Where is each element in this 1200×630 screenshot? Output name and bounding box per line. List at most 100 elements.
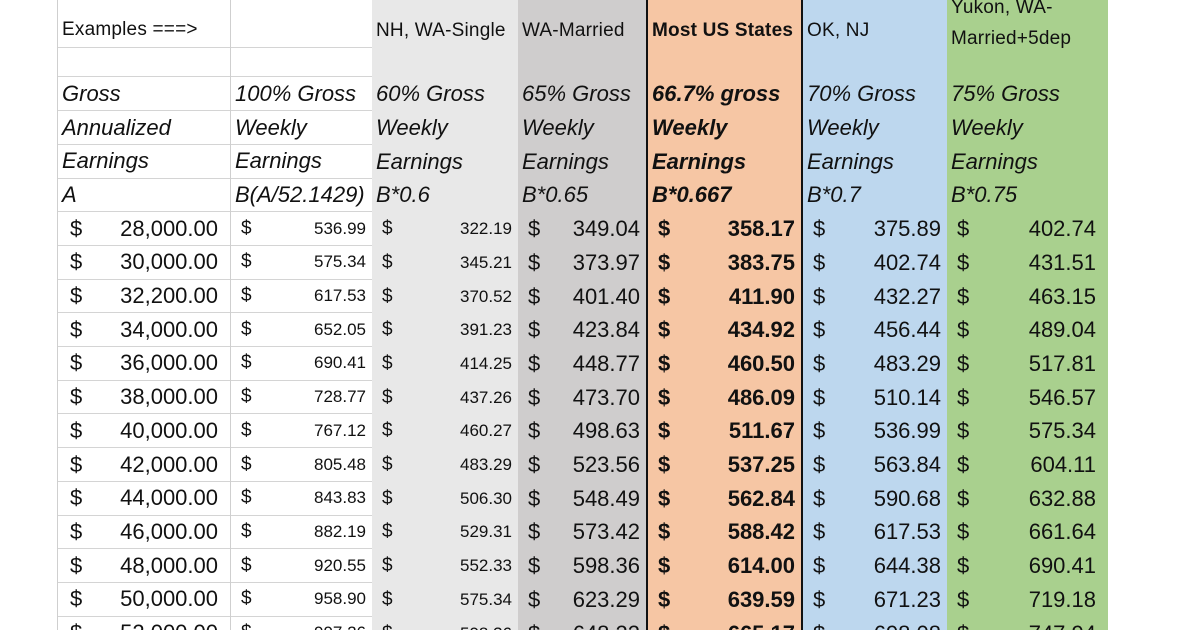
header-cell: 60% Gross <box>376 81 485 107</box>
column-f: OK, NJ 70% Gross Weekly Earnings B*0.7 $375.8… <box>803 0 947 630</box>
value-cell: $563.84 <box>803 448 947 482</box>
currency-symbol: $ <box>813 621 825 630</box>
amount: 529.31 <box>460 522 512 542</box>
value-cell: $460.50 <box>648 347 801 381</box>
currency-symbol: $ <box>70 249 83 275</box>
currency-symbol: $ <box>957 519 970 545</box>
amount: 511.67 <box>728 418 795 444</box>
amount: 402.74 <box>873 249 941 275</box>
amount: 463.15 <box>1028 283 1096 309</box>
currency-symbol: $ <box>528 452 541 478</box>
amount: 456.44 <box>873 317 941 343</box>
amount: 920.55 <box>314 555 366 575</box>
value-cell: $401.40 <box>518 280 646 314</box>
value-cell: $614.00 <box>648 549 801 583</box>
amount: 537.25 <box>727 452 795 478</box>
currency-symbol: $ <box>241 622 252 630</box>
amount: 437.26 <box>460 387 512 407</box>
currency-symbol: $ <box>528 621 540 630</box>
amount: 563.84 <box>873 452 941 478</box>
value-cell: $50,000.00 <box>58 583 230 617</box>
currency-symbol: $ <box>241 588 252 610</box>
currency-symbol: $ <box>658 283 671 309</box>
currency-symbol: $ <box>957 621 969 630</box>
amount: 448.77 <box>572 350 640 376</box>
amount: 598.36 <box>460 624 512 630</box>
value-cell: $536.99 <box>803 415 947 449</box>
amount: 322.19 <box>460 219 512 239</box>
value-cell: $432.27 <box>803 280 947 314</box>
currency-symbol: $ <box>382 218 393 240</box>
amount: 690.41 <box>314 353 366 373</box>
amount: 32,200.00 <box>120 283 218 309</box>
amount: 617.53 <box>873 519 941 545</box>
value-cell: $402.74 <box>947 212 1108 246</box>
currency-symbol: $ <box>70 417 83 443</box>
amount: 652.05 <box>314 319 366 339</box>
value-cell: $391.23 <box>372 313 518 347</box>
amount: 805.48 <box>314 454 366 474</box>
empty-cell <box>372 48 518 78</box>
value-cell: $38,000.00 <box>58 381 230 415</box>
amount: 370.52 <box>460 286 512 306</box>
value-cell: $665.17 <box>648 617 801 630</box>
header-cell: 75% Gross <box>951 81 1060 107</box>
value-cell: $473.70 <box>518 381 646 415</box>
header-cell: B*0.7 <box>807 182 861 208</box>
currency-symbol: $ <box>241 352 252 374</box>
amount: 617.53 <box>314 286 366 306</box>
currency-symbol: $ <box>382 285 393 307</box>
amount: 432.27 <box>873 283 941 309</box>
currency-symbol: $ <box>382 623 393 630</box>
header-cell: Earnings <box>951 148 1038 174</box>
amount: 997.26 <box>314 623 366 630</box>
value-cell: $40,000.00 <box>58 415 230 449</box>
value-cell: $639.59 <box>648 583 801 617</box>
value-cell: $546.57 <box>947 381 1108 415</box>
amount: 523.56 <box>572 452 640 478</box>
currency-symbol: $ <box>382 251 393 273</box>
amount: 345.21 <box>460 252 512 272</box>
header-cell: Weekly <box>231 111 372 145</box>
currency-symbol: $ <box>813 485 826 511</box>
value-cell: $358.17 <box>648 212 801 246</box>
currency-symbol: $ <box>528 586 541 612</box>
amount: 510.14 <box>873 384 941 410</box>
empty-cell <box>518 48 646 78</box>
currency-symbol: $ <box>70 451 83 477</box>
amount: 52,000.00 <box>120 620 218 630</box>
amount: 690.41 <box>1028 553 1096 579</box>
currency-symbol: $ <box>658 216 671 242</box>
value-cell: $536.99 <box>231 212 372 246</box>
value-cell: $548.49 <box>518 482 646 516</box>
empty-cell <box>803 48 947 78</box>
value-cell: $575.34 <box>372 583 518 617</box>
value-cell: $523.56 <box>518 448 646 482</box>
amount: 373.97 <box>572 249 640 275</box>
currency-symbol: $ <box>658 519 671 545</box>
amount: 604.11 <box>1030 452 1096 478</box>
value-cell: $28,000.00 <box>58 212 230 246</box>
value-cell: $375.89 <box>803 212 947 246</box>
amount: 414.25 <box>460 353 512 373</box>
currency-symbol: $ <box>382 454 393 476</box>
currency-symbol: $ <box>813 350 826 376</box>
value-cell: $537.25 <box>648 448 801 482</box>
currency-symbol: $ <box>241 386 252 408</box>
header-cell: Weekly <box>951 115 1023 141</box>
value-cell: $617.53 <box>231 280 372 314</box>
currency-symbol: $ <box>241 520 252 542</box>
amount: 882.19 <box>314 521 366 541</box>
value-cell: $498.63 <box>518 415 646 449</box>
currency-symbol: $ <box>957 485 970 511</box>
currency-symbol: $ <box>70 283 83 309</box>
amount: 588.42 <box>727 519 795 545</box>
value-cell: $36,000.00 <box>58 347 230 381</box>
value-cell: $423.84 <box>518 313 646 347</box>
currency-symbol: $ <box>241 285 252 307</box>
amount: 506.30 <box>460 488 512 508</box>
amount: 575.34 <box>1028 418 1096 444</box>
empty-cell <box>58 48 230 78</box>
amount: 38,000.00 <box>120 384 218 410</box>
